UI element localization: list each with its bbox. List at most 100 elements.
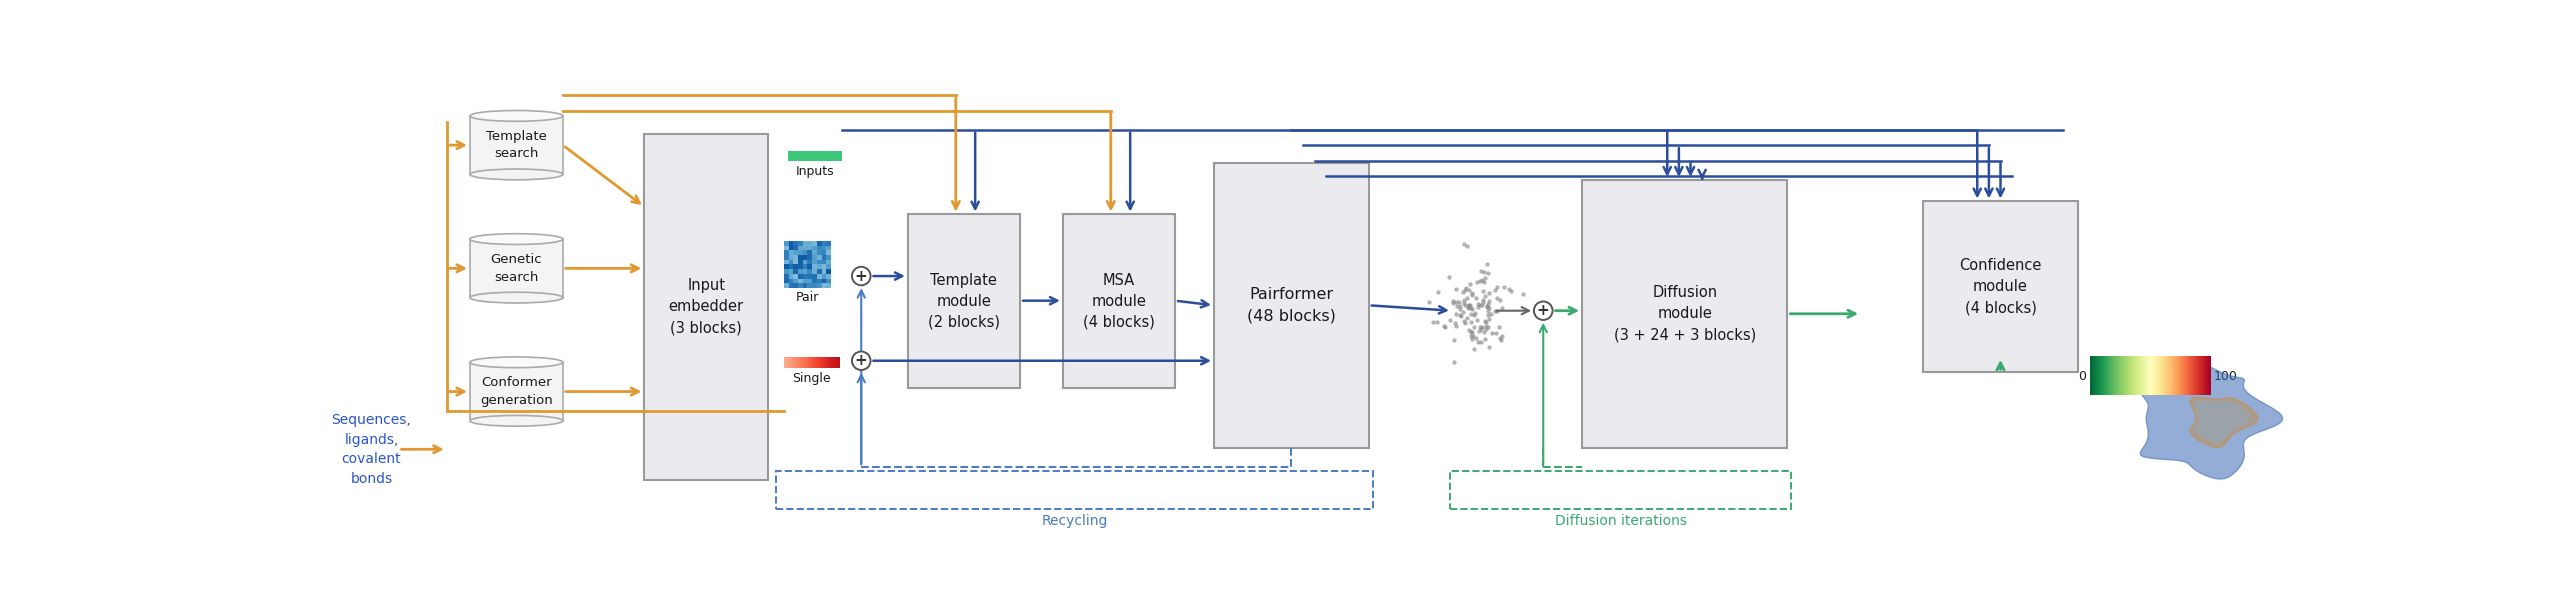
Point (1466, 301, 1507, 311)
Point (1459, 326, 1499, 335)
Point (1464, 286, 1504, 296)
Point (1484, 283, 1525, 292)
Point (1443, 301, 1484, 310)
Text: Inputs: Inputs (796, 165, 834, 178)
Point (1453, 308, 1494, 318)
Ellipse shape (469, 292, 564, 303)
Text: Diffusion iterations: Diffusion iterations (1556, 514, 1686, 528)
Point (1446, 319, 1487, 328)
Point (1461, 275, 1502, 285)
Point (1461, 324, 1502, 334)
Text: MSA
module
(4 blocks): MSA module (4 blocks) (1084, 272, 1155, 329)
Point (1459, 322, 1499, 332)
Text: 100: 100 (2213, 370, 2236, 383)
Point (1448, 325, 1489, 335)
FancyBboxPatch shape (469, 116, 564, 175)
Point (1459, 302, 1499, 312)
FancyBboxPatch shape (1581, 180, 1788, 448)
Circle shape (852, 267, 870, 285)
Point (1466, 306, 1507, 316)
Point (1479, 333, 1520, 343)
Point (1461, 266, 1502, 275)
Point (1466, 322, 1507, 332)
Point (1451, 290, 1492, 299)
Point (1474, 307, 1515, 316)
Point (1451, 317, 1492, 327)
Point (1446, 241, 1487, 251)
Point (1448, 301, 1489, 311)
Point (1456, 293, 1497, 302)
Point (1456, 278, 1497, 287)
Text: Template
search: Template search (487, 130, 546, 160)
Point (1502, 289, 1543, 299)
Point (1436, 297, 1476, 307)
FancyBboxPatch shape (645, 134, 768, 480)
Point (1413, 317, 1453, 326)
Point (1433, 298, 1474, 308)
Point (1438, 301, 1479, 311)
Point (1476, 282, 1517, 292)
Point (1464, 327, 1504, 337)
Point (1464, 267, 1504, 277)
Point (1469, 288, 1510, 298)
Point (1451, 309, 1492, 319)
FancyBboxPatch shape (1214, 163, 1369, 448)
Text: 0: 0 (2078, 370, 2086, 383)
Point (1453, 331, 1494, 341)
Point (1443, 295, 1484, 305)
Point (1443, 307, 1484, 316)
Text: Genetic
search: Genetic search (490, 253, 543, 284)
Point (1479, 335, 1520, 345)
FancyBboxPatch shape (908, 214, 1020, 388)
Point (1446, 283, 1487, 292)
Point (1448, 303, 1489, 313)
Point (1448, 300, 1489, 310)
Point (1461, 300, 1502, 310)
Point (1464, 316, 1504, 326)
Point (1436, 318, 1476, 328)
Point (1451, 305, 1492, 314)
Text: Confidence
module
(4 blocks): Confidence module (4 blocks) (1958, 259, 2043, 316)
FancyBboxPatch shape (1923, 202, 2078, 372)
Point (1418, 317, 1459, 326)
Point (1469, 342, 1510, 352)
Point (1436, 309, 1476, 319)
Point (1471, 310, 1512, 319)
Point (1464, 295, 1504, 305)
Point (1408, 298, 1448, 307)
Point (1423, 321, 1464, 331)
Point (1438, 304, 1479, 313)
Point (1451, 289, 1492, 298)
Point (1446, 285, 1487, 295)
Point (1443, 287, 1484, 297)
Point (1436, 284, 1476, 293)
Point (1451, 328, 1492, 337)
Point (1443, 316, 1484, 326)
Point (1446, 313, 1487, 323)
Circle shape (1535, 301, 1553, 320)
Point (1464, 277, 1504, 287)
Polygon shape (2190, 397, 2257, 448)
Ellipse shape (469, 415, 564, 426)
Point (1469, 310, 1510, 320)
Point (1453, 322, 1494, 332)
Point (1438, 297, 1479, 307)
FancyBboxPatch shape (469, 239, 564, 298)
Ellipse shape (469, 357, 564, 368)
Point (1466, 317, 1507, 326)
Point (1456, 333, 1497, 343)
Point (1469, 314, 1510, 323)
Point (1459, 299, 1499, 309)
Point (1431, 315, 1471, 325)
Point (1443, 239, 1484, 249)
Point (1443, 298, 1484, 307)
Text: +: + (854, 269, 867, 284)
Text: +: + (1538, 303, 1550, 318)
Point (1466, 268, 1507, 278)
Point (1441, 311, 1482, 321)
Point (1428, 272, 1469, 281)
Point (1448, 302, 1489, 311)
Ellipse shape (469, 110, 564, 121)
Point (1469, 296, 1510, 306)
Point (1476, 293, 1517, 303)
